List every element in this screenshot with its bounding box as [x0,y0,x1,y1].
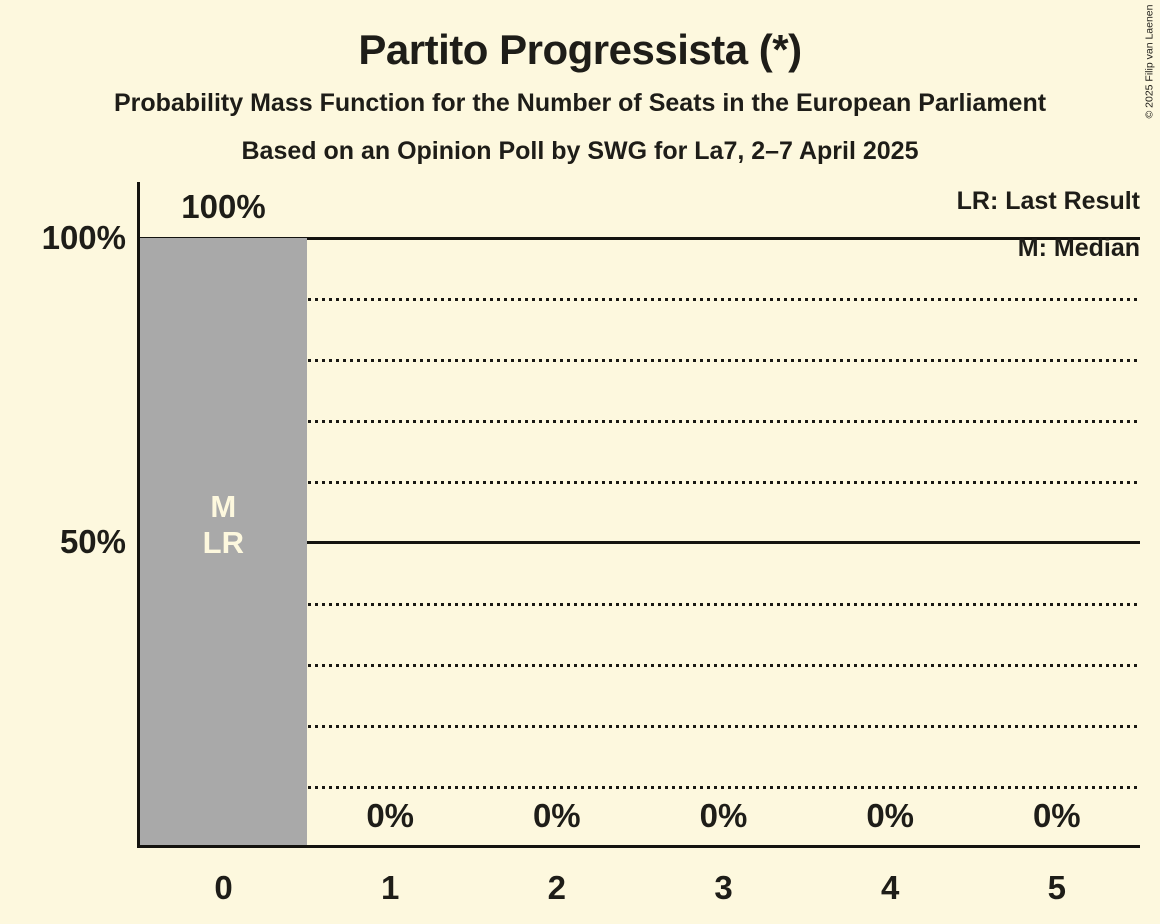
gridline-80 [140,359,1140,362]
last-result-marker: LR [202,525,244,560]
legend-last-result: LR: Last Result [956,187,1140,215]
legend-median: M: Median [1017,234,1140,262]
copyright-notice: © 2025 Filip van Laenen [1143,4,1156,119]
chart-title: Partito Progressista (*) [358,26,802,73]
gridline-60 [140,481,1140,484]
y-axis-line [137,182,140,848]
value-label-seats-3: 0% [699,797,748,834]
x-axis-tick-3: 3 [714,869,733,906]
x-axis-tick-5: 5 [1047,869,1066,906]
value-label-seats-1: 0% [366,797,415,834]
y-axis-tick-100: 100% [41,219,126,256]
gridline-40 [140,603,1140,606]
value-label-seats-2: 0% [532,797,581,834]
gridline-30 [140,664,1140,667]
x-axis-tick-4: 4 [881,869,900,906]
plot-area: M LR [140,237,1140,848]
x-axis-tick-0: 0 [214,869,233,906]
gridline-20 [140,725,1140,728]
x-axis-tick-2: 2 [547,869,566,906]
x-axis-tick-1: 1 [381,869,400,906]
value-label-seats-5: 0% [1032,797,1081,834]
bar-median-lastresult-annotation: M LR [140,489,307,561]
chart-subtitle: Probability Mass Function for the Number… [113,89,1047,117]
y-axis-tick-50: 50% [59,523,126,560]
x-axis-line [137,845,1140,848]
bar-seats-0: M LR [140,238,307,848]
gridline-10 [140,786,1140,789]
chart-subtitle-poll-info: Based on an Opinion Poll by SWG for La7,… [241,137,919,165]
value-label-seats-0: 100% [181,188,266,225]
gridline-100 [140,237,1140,240]
gridline-50 [140,541,1140,544]
gridline-90 [140,298,1140,301]
median-marker: M [210,489,237,524]
gridline-70 [140,420,1140,423]
value-label-seats-4: 0% [866,797,915,834]
